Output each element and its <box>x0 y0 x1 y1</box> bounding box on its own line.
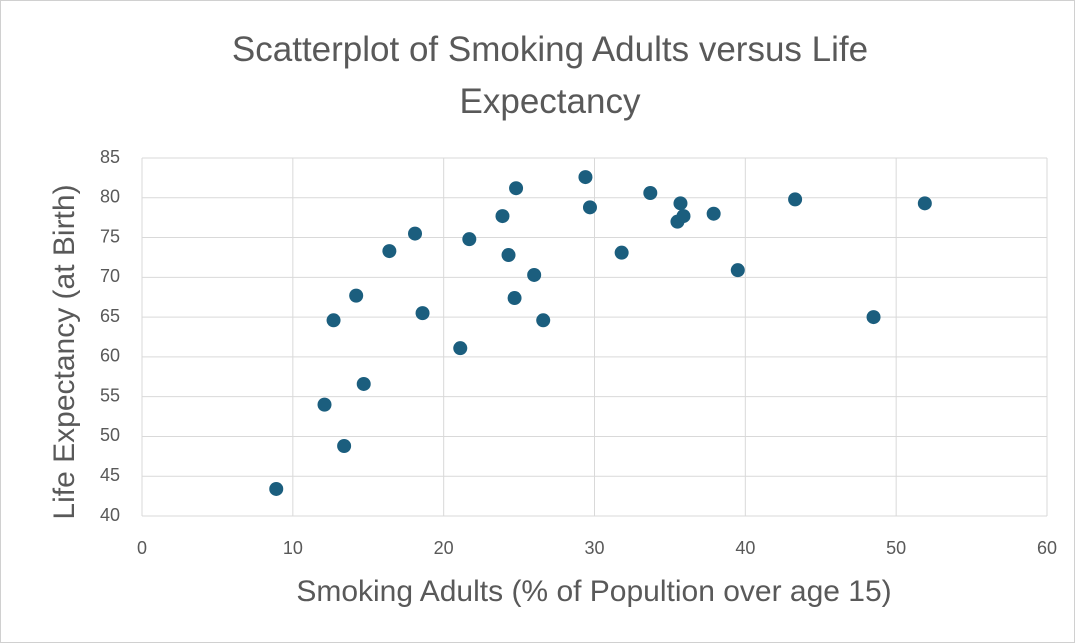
point <box>917 196 932 211</box>
y-tick-label: 70 <box>100 266 120 286</box>
point <box>614 245 629 260</box>
point <box>643 186 658 201</box>
x-tick-label: 30 <box>584 538 604 558</box>
y-tick-label: 75 <box>100 226 120 246</box>
point <box>788 192 803 207</box>
point <box>527 267 542 282</box>
y-tick-label: 60 <box>100 346 120 366</box>
x-tick-label: 60 <box>1037 538 1057 558</box>
y-tick-label: 40 <box>100 505 120 525</box>
x-tick-label: 0 <box>137 538 147 558</box>
point <box>509 181 524 196</box>
x-tick-label: 10 <box>283 538 303 558</box>
point <box>356 376 371 391</box>
point <box>326 313 341 328</box>
point <box>866 310 881 325</box>
y-tick-label: 80 <box>100 187 120 207</box>
point <box>676 209 691 224</box>
chart-title: Scatterplot of Smoking Adults versus Lif… <box>231 30 869 121</box>
point <box>536 313 551 328</box>
point <box>673 196 688 211</box>
point <box>507 291 522 306</box>
point <box>730 263 745 278</box>
point <box>706 206 721 221</box>
point <box>337 438 352 453</box>
point <box>317 397 332 412</box>
x-tick-label: 50 <box>886 538 906 558</box>
x-tick-label: 20 <box>434 538 454 558</box>
point <box>408 226 423 241</box>
point <box>495 209 510 224</box>
point <box>382 244 397 259</box>
x-tick-label: 40 <box>735 538 755 558</box>
y-tick-label: 65 <box>100 306 120 326</box>
x-axis-title: Smoking Adults (% of Popultion over age … <box>296 575 891 608</box>
y-tick-label: 85 <box>100 147 120 167</box>
y-axis-title: Life Expectancy (at Birth) <box>48 184 81 519</box>
point <box>462 232 477 247</box>
point <box>269 481 284 496</box>
y-tick-label: 55 <box>100 385 120 405</box>
y-tick-label: 50 <box>100 425 120 445</box>
point <box>578 170 593 185</box>
point <box>349 288 364 303</box>
y-tick-label: 45 <box>100 465 120 485</box>
point <box>582 200 597 215</box>
point <box>501 248 516 263</box>
point <box>415 306 430 321</box>
point <box>453 341 468 356</box>
